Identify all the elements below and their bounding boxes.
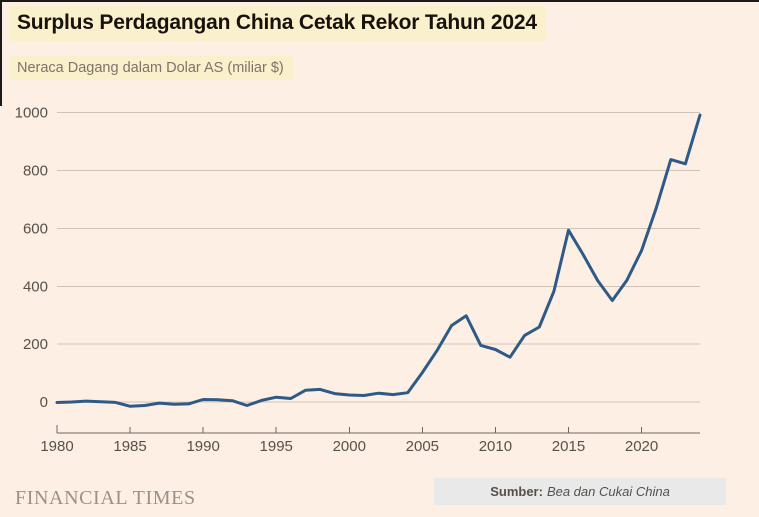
x-tick-label: 1995 [260,438,293,455]
x-tick-label: 2000 [333,438,366,455]
y-tick-label: 1000 [15,105,48,122]
top-border [0,0,759,2]
page-title: Surplus Perdagangan China Cetak Rekor Ta… [10,6,546,41]
y-tick-label: 0 [40,394,48,411]
x-tick-label: 1990 [186,438,219,455]
financial-times-logo: FINANCIAL TIMES [15,487,196,509]
y-tick-label: 800 [23,163,48,180]
chart-subtitle: Neraca Dagang dalam Dolar AS (miliar $) [10,56,293,80]
source-label: Sumber: [490,484,543,499]
x-tick-label: 1985 [113,438,146,455]
x-tick-label: 2015 [552,438,585,455]
x-tick-label: 2010 [479,438,512,455]
y-tick-label: 600 [23,220,48,237]
source-box: Sumber: Bea dan Cukai China [434,478,726,505]
x-tick-label: 2020 [625,438,658,455]
source-text: Bea dan Cukai China [546,484,670,499]
data-line [55,113,702,408]
x-tick-label: 2005 [406,438,439,455]
left-border [0,0,2,106]
y-tick-label: 400 [23,278,48,295]
x-tick-label: 1980 [40,438,73,455]
y-tick-label: 200 [23,336,48,353]
